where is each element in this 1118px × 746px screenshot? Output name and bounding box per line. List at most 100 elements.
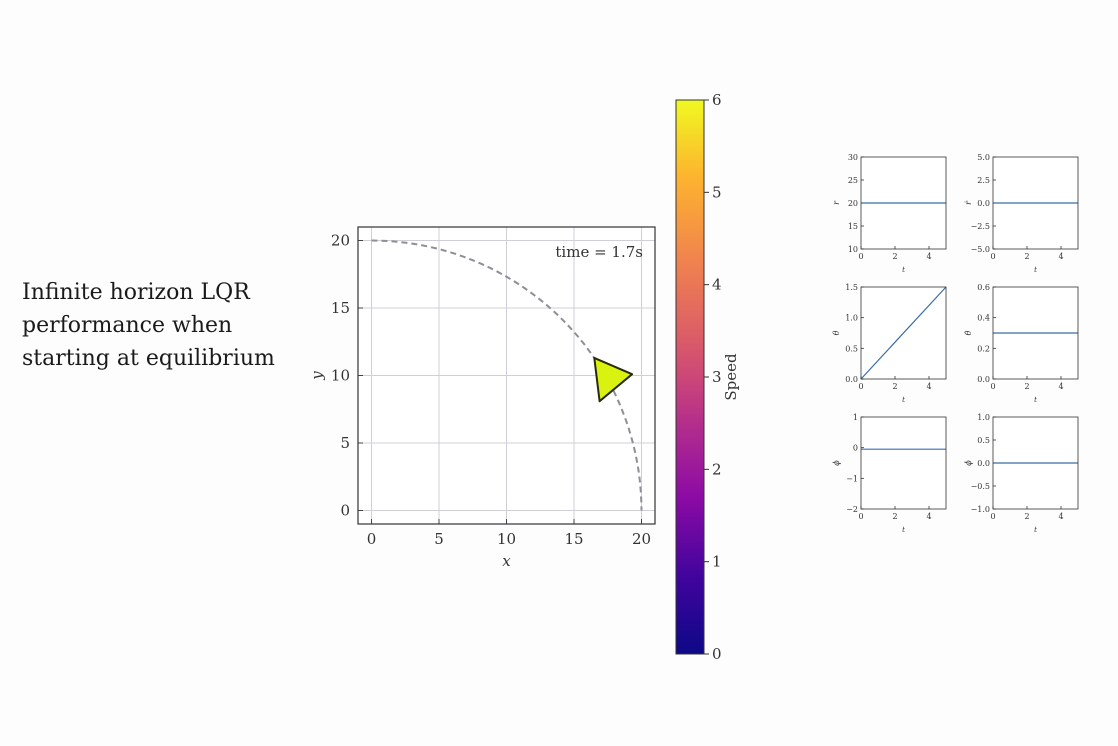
subplot-y-tick-label: 15 [848,222,858,231]
subplot-x-label: t [1034,526,1037,534]
colorbar-tick-label: 0 [712,645,722,663]
subplot-x-tick-label: 2 [1024,512,1029,521]
subplot-y-tick-label: 1 [853,413,858,422]
subplot-frame [992,286,1079,380]
colorbar-label: Speed [722,353,740,401]
subplot-y-tick-label: −1.0 [971,505,990,514]
subplot-x-label: t [902,266,905,274]
plot-frame [357,226,656,525]
subplot-y-label: r [832,200,841,205]
subplot-y-tick-label: 20 [848,199,858,208]
subplot-y-tick-label: 0.4 [977,314,990,323]
subplot-x-tick-label: 2 [1024,382,1029,391]
subplot-x-tick-label: 4 [926,252,931,261]
subplot-frame [992,156,1079,250]
subplot-y-label: θ [832,330,841,335]
subplot-y-tick-label: 5.0 [977,153,990,162]
subplot-y-tick-label: 0.0 [977,459,990,468]
subplot-y-tick-label: −2 [846,505,858,514]
colorbar-tick-label: 3 [712,368,722,386]
subplot-x-tick-label: 2 [892,252,897,261]
subplot-y-tick-label: 30 [848,153,858,162]
subplot-frame [860,156,947,250]
subplot-y-tick-label: 0.0 [977,199,990,208]
colorbar-gradient [675,99,705,655]
subplot-phi-dot: 1.0 0.5 0.0 −0.5 −1.00 2 4 t ϕ̇ [964,413,1079,534]
subplot-x-label: t [902,396,905,404]
subplot-phi: 10−1−20 2 4tϕ [832,413,947,534]
subplot-y-tick-label: −2.5 [971,222,990,231]
colorbar-tick-label: 6 [712,91,722,109]
y-tick-label: 0 [340,502,350,520]
caption: Infinite horizon LQR performance when st… [22,276,292,375]
x-tick-label: 0 [367,530,377,548]
time-annotation: time = 1.7s [555,243,643,261]
colorbar-tick-label: 2 [712,460,722,478]
subplot-x-tick-label: 2 [892,382,897,391]
subplot-y-tick-label: 0.0 [845,375,858,384]
colorbar-tick-label: 1 [712,553,722,571]
y-axis-label: y [308,371,326,381]
subplot-x-tick-label: 0 [990,512,995,521]
subplot-x-label: t [1034,266,1037,274]
subplot-y-tick-label: 0.5 [977,436,990,445]
y-tick-label: 5 [340,434,350,452]
subplot-y-label: ϕ [832,460,841,466]
subplot-y-tick-label: −5.0 [971,245,990,254]
subplot-x-tick-label: 2 [1024,252,1029,261]
subplot-y-tick-label: 0.6 [977,283,990,292]
subplot-x-tick-label: 0 [858,512,863,521]
colorbar-tick-label: 4 [712,276,722,294]
subplot-y-tick-label: −1 [846,474,858,483]
speed-colorbar: 0 1 2 3 4 5 6 Speed [675,91,740,663]
caption-line-3: starting at equilibrium [22,346,275,371]
caption-line-2: performance when [22,313,233,338]
subplot-area [861,417,946,509]
subplot-y-tick-label: 0.5 [845,344,858,353]
subplot-y-tick-label: 1.5 [845,283,858,292]
vehicle-marker [593,356,634,403]
subplot-y-tick-label: 0 [853,444,858,453]
reference-path [371,239,643,511]
x-tick-label: 10 [497,530,516,548]
subplot-y-tick-label: 2.5 [977,176,990,185]
subplot-y-label: θ̇ [964,330,973,335]
x-axis-label: x [502,552,511,570]
subplot-y-tick-label: 0.0 [977,375,990,384]
subplot-x-tick-label: 0 [990,252,995,261]
colorbar-tick-label: 5 [712,183,722,201]
y-tick-label: 15 [331,299,350,317]
subplot-x-tick-label: 4 [926,512,931,521]
subplot-theta: 1.5 1.0 0.5 0.00 2 4 t θ [832,283,947,404]
x-tick-label: 15 [564,530,583,548]
subplot-y-label: ϕ̇ [964,460,973,466]
subplot-frame [860,416,947,510]
y-tick-label: 20 [331,232,350,250]
subplot-y-tick-label: 10 [848,245,858,254]
subplot-frame [860,286,947,380]
subplot-x-label: t [902,526,905,534]
subplot-r-dot: 5.0 2.5 0.0 −2.5 −5.00 2 4 t ṙ [964,153,1079,274]
subplot-theta-dot: 0.6 0.4 0.2 0.00 2 4 t θ̇ [964,283,1079,404]
subplot-x-tick-label: 4 [1058,252,1063,261]
subplot-x-tick-label: 2 [892,512,897,521]
subplot-y-tick-label: 25 [848,176,858,185]
subplot-y-tick-label: 1.0 [977,413,990,422]
subplot-x-label: t [1034,396,1037,404]
subplot-y-tick-label: 1.0 [845,314,858,323]
subplot-x-tick-label: 4 [926,382,931,391]
x-tick-label: 20 [632,530,651,548]
subplot-x-tick-label: 0 [858,382,863,391]
subplot-y-tick-label: −0.5 [971,482,990,491]
subplot-frame [992,416,1079,510]
subplot-x-tick-label: 0 [990,382,995,391]
subplot-x-tick-label: 4 [1058,512,1063,521]
subplot-series-line [860,286,947,380]
x-tick-label: 5 [434,530,444,548]
subplot-r: 30 25 20 15 100 2 4 t r [832,153,947,274]
subplot-x-tick-label: 0 [858,252,863,261]
caption-line-1: Infinite horizon LQR [22,280,250,305]
y-tick-label: 10 [331,367,350,385]
subplot-y-label: ṙ [964,200,973,205]
trajectory-plot: 0 5 10 15 20 0 5 10 15 20 time = 1.7s x y [308,226,656,570]
